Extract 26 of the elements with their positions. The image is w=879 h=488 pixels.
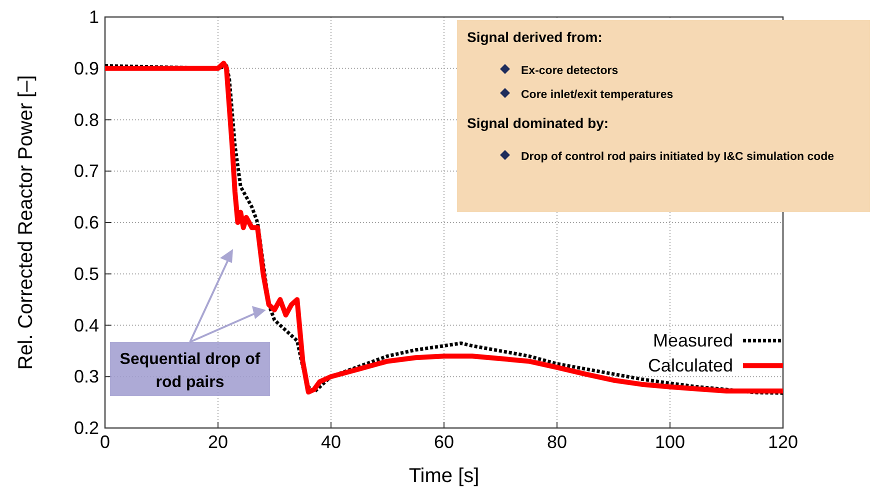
y-axis-title: Rel. Corrected Reactor Power [–] (15, 75, 37, 370)
y-tick-label: 0.6 (74, 212, 99, 232)
legend-label: Calculated (648, 356, 733, 376)
y-tick-label: 0.8 (74, 110, 99, 130)
annotation: Sequential drop of rod pairs (120, 351, 261, 391)
annotation: Signal dominated by: (467, 115, 609, 131)
annotation: Core inlet/exit temperatures (521, 89, 674, 101)
x-tick-label: 20 (208, 432, 228, 452)
x-axis-title: Time [s] (408, 465, 480, 487)
x-tick-label: 0 (100, 432, 110, 452)
y-tick-label: 0.9 (74, 58, 99, 78)
y-tick-label: 0.2 (74, 418, 99, 438)
x-tick-label: 120 (768, 432, 798, 452)
y-tick-label: 0.3 (74, 366, 99, 387)
legend-label: Measured (652, 330, 733, 351)
annotation: Drop of control rod pairs initiated by I&C simulation code (521, 151, 834, 163)
x-tick-label: 40 (320, 432, 342, 452)
x-tick-label: 80 (546, 432, 568, 452)
y-tick-label: 0.7 (74, 161, 99, 182)
y-tick-label: 0.5 (74, 264, 99, 284)
x-tick-label: 100 (654, 432, 686, 452)
y-tick-label: 0.4 (74, 315, 99, 336)
annotation: Ex-core detectors (521, 65, 618, 77)
x-tick-label: 60 (434, 432, 454, 452)
y-tick-label: 1 (88, 7, 99, 27)
annotation: Signal derived from: (467, 29, 602, 45)
